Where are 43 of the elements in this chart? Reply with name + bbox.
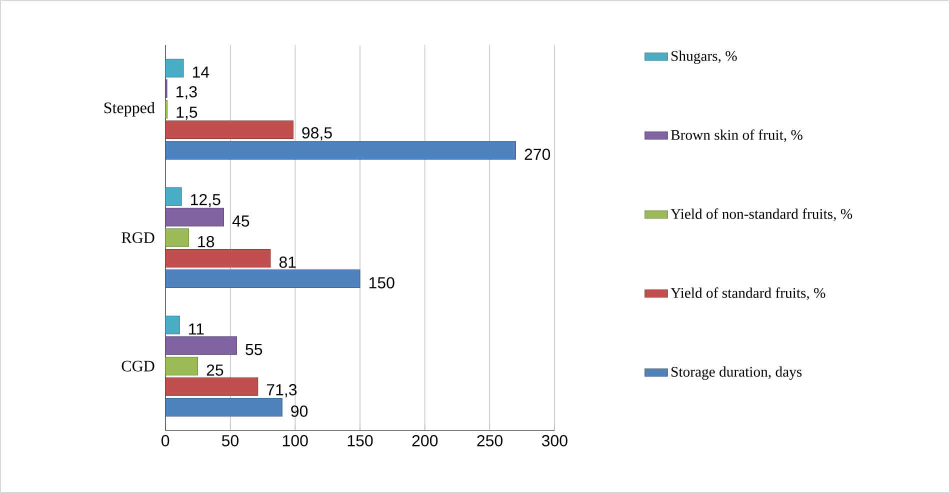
bar: [165, 270, 360, 288]
data-label: 45: [232, 216, 250, 227]
bar: [165, 377, 258, 396]
data-label: 1,5: [176, 106, 198, 120]
x-tick-label: 150: [348, 435, 373, 446]
bar: [165, 248, 271, 268]
data-label: 18: [198, 236, 214, 248]
legend-label: Yield of standard fruits, %: [670, 287, 826, 300]
data-label: 14: [192, 66, 210, 78]
x-tick-label: 250: [477, 435, 503, 446]
x-tick-label: 300: [542, 435, 568, 446]
legend-label: Yield of non-standard fruits, %: [670, 208, 852, 222]
bar: [165, 141, 516, 160]
data-label: 71,3: [266, 384, 297, 398]
data-label: 150: [369, 277, 394, 288]
data-label: 81: [279, 256, 296, 268]
y-tick-label: CGD: [122, 360, 154, 372]
data-label: 25: [206, 364, 224, 376]
x-tick-label: 0: [162, 435, 170, 446]
y-tick-label: RGD: [122, 232, 154, 244]
data-label: 270: [524, 148, 550, 160]
bar: [165, 316, 180, 334]
legend-label: Shugars, %: [672, 50, 737, 64]
x-tick-label: 50: [222, 435, 238, 446]
data-label: 90: [291, 406, 308, 417]
bar: [165, 120, 294, 140]
bar: [165, 356, 198, 376]
bar: [165, 187, 182, 206]
bar: [165, 58, 184, 78]
bar: [165, 336, 237, 355]
bar: [165, 208, 224, 226]
bar: [165, 228, 189, 247]
bar: [165, 398, 282, 416]
legend-label: Storage duration, days: [672, 366, 802, 380]
legend-label: Brown skin of fruit, %: [670, 129, 802, 142]
data-label: 1,3: [176, 86, 197, 100]
data-label: 98,5: [302, 127, 332, 140]
data-label: 55: [246, 344, 262, 356]
data-label: 11: [189, 324, 204, 335]
x-tick-label: 200: [412, 435, 438, 446]
data-label: 12,5: [191, 194, 220, 208]
x-tick-label: 100: [282, 435, 308, 446]
y-tick-label: Stepped: [104, 102, 155, 116]
